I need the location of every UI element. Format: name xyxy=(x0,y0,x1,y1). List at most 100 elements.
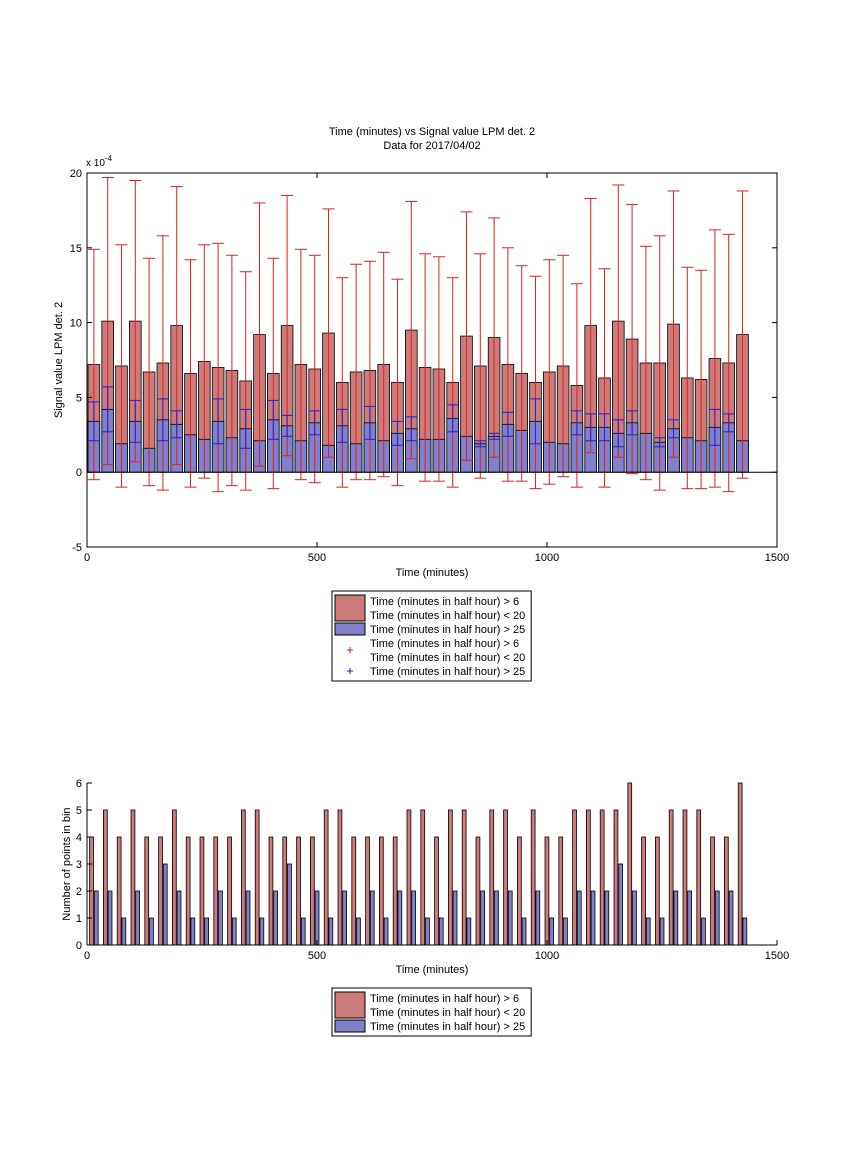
count-bar-blue xyxy=(507,890,513,946)
y-tick-label: 5 xyxy=(76,805,82,817)
count-bar-red xyxy=(103,809,108,946)
chart-title: Time (minutes) vs Signal value LPM det. … xyxy=(329,126,535,138)
count-bar-red xyxy=(392,836,398,946)
count-bar-red xyxy=(420,809,426,946)
count-bar-blue xyxy=(590,890,596,946)
count-bar-red xyxy=(227,836,232,946)
count-bar-blue xyxy=(549,917,554,946)
count-bar-blue xyxy=(438,917,444,946)
legend-swatch xyxy=(334,991,366,1019)
count-bar-blue xyxy=(714,890,720,946)
count-chart: 0 500 1000 1500 0 1 2 3 4 5 6 Time (minutes) Numbe… xyxy=(61,778,789,1037)
count-bar-blue xyxy=(618,863,623,946)
legend-swatch xyxy=(334,594,366,622)
x-tick-label: 500 xyxy=(308,552,326,564)
count-bar-red xyxy=(241,809,246,946)
x-tick-label: 1500 xyxy=(765,552,789,564)
count-bar-red xyxy=(503,809,508,946)
count-bar-red xyxy=(323,809,329,946)
count-bar-blue xyxy=(687,890,692,946)
count-bar-red xyxy=(544,836,550,946)
legend-label: Time (minutes in half hour) > 6 xyxy=(370,993,519,1005)
count-bar-red xyxy=(461,809,467,946)
legend-swatch xyxy=(334,1019,366,1033)
count-bar-red xyxy=(199,836,205,946)
count-bar-blue xyxy=(673,890,679,946)
axes-box xyxy=(86,172,778,548)
y-exponent-power: -4 xyxy=(105,154,113,163)
count-bar-red xyxy=(599,809,605,946)
y-tick-label: 10 xyxy=(70,318,82,330)
legend-swatch xyxy=(334,622,366,636)
count-bar-red xyxy=(682,809,688,946)
count-bar-blue xyxy=(645,917,651,946)
count-bar-red xyxy=(655,836,660,946)
count-bar-blue xyxy=(190,917,196,946)
count-bar-red xyxy=(365,836,370,946)
legend-label: Time (minutes in half hour) < 20 xyxy=(370,652,525,664)
count-bar-blue xyxy=(466,917,472,946)
count-bar-blue xyxy=(107,890,113,946)
count-bar-red xyxy=(724,836,729,946)
svg-text:x 10-4: x 10-4 xyxy=(86,154,113,169)
legend-label: Time (minutes in half hour) < 20 xyxy=(370,1007,525,1019)
y-tick-label: 4 xyxy=(76,832,82,844)
legend-label: Time (minutes in half hour) > 6 xyxy=(370,596,519,608)
signal-chart: Time (minutes) vs Signal value LPM det. … xyxy=(53,126,789,682)
count-bar-red xyxy=(282,836,288,946)
x-tick-label: 0 xyxy=(84,552,90,564)
legend: Time (minutes in half hour) > 6 Time (min… xyxy=(331,987,532,1037)
count-bar-blue xyxy=(494,890,499,946)
x-tick-label: 0 xyxy=(84,950,90,962)
count-bar-red xyxy=(144,836,150,946)
count-bar-red xyxy=(158,836,163,946)
count-bar-blue xyxy=(314,890,320,946)
x-axis-label: Time (minutes) xyxy=(396,964,469,976)
count-bar-red xyxy=(586,809,591,946)
count-bar-red xyxy=(572,809,577,946)
count-bar-blue xyxy=(742,917,748,946)
count-bar-red xyxy=(185,836,191,946)
y-tick-label: 20 xyxy=(70,168,82,180)
count-bar-blue xyxy=(632,890,637,946)
legend-label: Time (minutes in half hour) > 25 xyxy=(370,624,525,636)
count-bar-red xyxy=(517,836,522,946)
y-axis-label: Signal value LPM det. 2 xyxy=(53,302,65,418)
count-bar-blue xyxy=(342,890,347,946)
count-bar-red xyxy=(268,836,274,946)
count-bar-blue xyxy=(176,890,182,946)
y-axis-label: Number of points in bin xyxy=(61,807,73,920)
count-bar-blue xyxy=(259,917,265,946)
legend-label: Time (minutes in half hour) > 6 xyxy=(370,638,519,650)
y-tick-label: 3 xyxy=(76,859,82,871)
count-bar-blue xyxy=(356,917,361,946)
y-tick-label: -5 xyxy=(72,542,82,554)
count-bar-red xyxy=(213,836,219,946)
plot-area: 0 500 1000 1500 0 1 2 3 4 5 6 xyxy=(76,778,789,962)
count-bar-blue xyxy=(287,863,292,946)
y-exponent-label: x 10-4 xyxy=(86,154,113,169)
x-tick-label: 500 xyxy=(308,950,326,962)
count-bar-red xyxy=(737,782,743,946)
count-bar-blue xyxy=(425,917,430,946)
count-bar-blue xyxy=(604,890,610,946)
count-bar-red xyxy=(116,836,122,946)
count-bar-blue xyxy=(728,890,734,946)
count-bar-blue xyxy=(300,917,306,946)
count-bar-blue xyxy=(328,917,334,946)
count-bar-blue xyxy=(135,890,140,946)
count-bar-blue xyxy=(149,917,154,946)
count-bar-red xyxy=(379,836,384,946)
count-bar-red xyxy=(627,782,633,946)
x-tick-label: 1000 xyxy=(535,950,559,962)
count-bar-blue xyxy=(231,917,237,946)
x-axis-label: Time (minutes) xyxy=(396,567,469,579)
count-bar-blue xyxy=(121,917,127,946)
count-bar-blue xyxy=(397,890,403,946)
count-bar-red xyxy=(641,836,646,946)
legend-label: Time (minutes in half hour) > 25 xyxy=(370,666,525,678)
legend-label: Time (minutes in half hour) < 20 xyxy=(370,610,525,622)
y-tick-label: 0 xyxy=(76,940,82,952)
count-bar-blue xyxy=(521,917,527,946)
